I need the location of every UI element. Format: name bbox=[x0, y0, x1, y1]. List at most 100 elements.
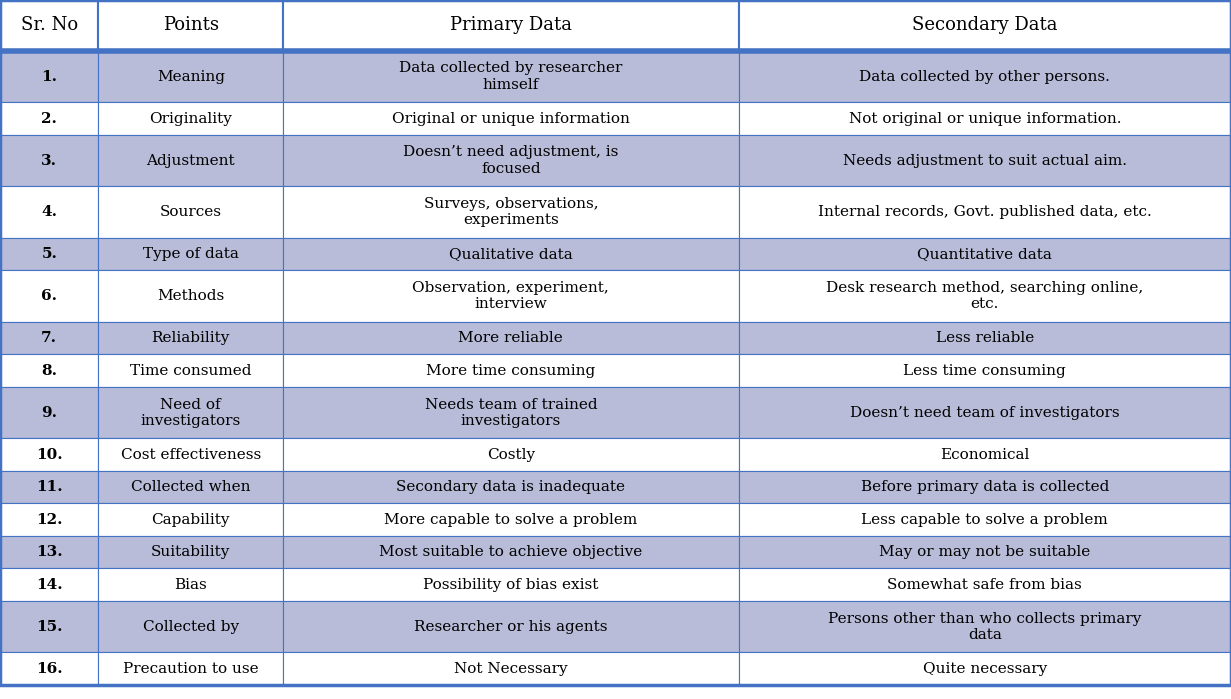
Text: Not Necessary: Not Necessary bbox=[454, 662, 567, 676]
Bar bbox=[283, 387, 739, 438]
Text: May or may not be suitable: May or may not be suitable bbox=[879, 545, 1091, 559]
Text: Less capable to solve a problem: Less capable to solve a problem bbox=[862, 512, 1108, 526]
Text: 2.: 2. bbox=[42, 112, 57, 126]
Text: Bias: Bias bbox=[175, 578, 207, 592]
Bar bbox=[739, 322, 1231, 354]
Bar bbox=[283, 536, 739, 568]
Bar bbox=[0, 102, 98, 135]
Bar bbox=[0, 438, 98, 471]
Text: More capable to solve a problem: More capable to solve a problem bbox=[384, 512, 638, 526]
Bar bbox=[283, 102, 739, 135]
Text: Less time consuming: Less time consuming bbox=[904, 363, 1066, 377]
Text: Secondary Data: Secondary Data bbox=[912, 16, 1057, 34]
Text: Reliability: Reliability bbox=[151, 331, 230, 345]
Bar bbox=[0, 322, 98, 354]
Bar bbox=[283, 354, 739, 387]
Text: Original or unique information: Original or unique information bbox=[391, 112, 630, 126]
Text: Sr. No: Sr. No bbox=[21, 16, 78, 34]
Bar bbox=[0, 271, 98, 322]
Text: Possibility of bias exist: Possibility of bias exist bbox=[423, 578, 598, 592]
Bar bbox=[739, 102, 1231, 135]
Text: Not original or unique information.: Not original or unique information. bbox=[848, 112, 1121, 126]
Bar bbox=[283, 568, 739, 601]
Bar bbox=[98, 135, 283, 187]
Text: 5.: 5. bbox=[42, 247, 57, 261]
Bar bbox=[98, 0, 283, 51]
Bar bbox=[98, 471, 283, 503]
Text: Suitability: Suitability bbox=[151, 545, 230, 559]
Bar bbox=[739, 568, 1231, 601]
Text: More reliable: More reliable bbox=[458, 331, 564, 345]
Text: 9.: 9. bbox=[42, 405, 57, 419]
Text: 6.: 6. bbox=[42, 289, 57, 303]
Bar bbox=[283, 187, 739, 238]
Bar bbox=[0, 135, 98, 187]
Bar bbox=[98, 601, 283, 652]
Text: Costly: Costly bbox=[486, 447, 535, 461]
Bar bbox=[283, 238, 739, 271]
Bar bbox=[739, 271, 1231, 322]
Text: Persons other than who collects primary
data: Persons other than who collects primary … bbox=[828, 612, 1141, 642]
Bar bbox=[0, 387, 98, 438]
Bar bbox=[0, 601, 98, 652]
Text: 3.: 3. bbox=[42, 154, 57, 168]
Text: Quite necessary: Quite necessary bbox=[923, 662, 1046, 676]
Bar bbox=[0, 51, 98, 102]
Bar bbox=[98, 387, 283, 438]
Bar bbox=[739, 238, 1231, 271]
Bar bbox=[98, 652, 283, 685]
Bar bbox=[283, 652, 739, 685]
Bar bbox=[739, 601, 1231, 652]
Bar bbox=[98, 322, 283, 354]
Text: 1.: 1. bbox=[42, 70, 57, 84]
Bar bbox=[739, 0, 1231, 51]
Bar bbox=[283, 471, 739, 503]
Bar bbox=[283, 271, 739, 322]
Bar bbox=[0, 471, 98, 503]
Text: Qualitative data: Qualitative data bbox=[449, 247, 572, 261]
Text: 12.: 12. bbox=[36, 512, 63, 526]
Bar bbox=[0, 652, 98, 685]
Text: Points: Points bbox=[162, 16, 219, 34]
Bar bbox=[98, 568, 283, 601]
Bar bbox=[739, 354, 1231, 387]
Bar bbox=[0, 568, 98, 601]
Text: Internal records, Govt. published data, etc.: Internal records, Govt. published data, … bbox=[817, 205, 1152, 219]
Text: 13.: 13. bbox=[36, 545, 63, 559]
Text: 15.: 15. bbox=[36, 620, 63, 634]
Text: Adjustment: Adjustment bbox=[146, 154, 235, 168]
Text: Originality: Originality bbox=[149, 112, 233, 126]
Bar bbox=[739, 652, 1231, 685]
Bar bbox=[98, 51, 283, 102]
Text: 14.: 14. bbox=[36, 578, 63, 592]
Bar bbox=[98, 503, 283, 536]
Bar bbox=[739, 387, 1231, 438]
Bar bbox=[0, 503, 98, 536]
Bar bbox=[283, 601, 739, 652]
Text: Before primary data is collected: Before primary data is collected bbox=[860, 480, 1109, 494]
Bar bbox=[98, 438, 283, 471]
Text: 4.: 4. bbox=[42, 205, 57, 219]
Text: Sources: Sources bbox=[160, 205, 222, 219]
Bar bbox=[0, 354, 98, 387]
Text: Doesn’t need adjustment, is
focused: Doesn’t need adjustment, is focused bbox=[404, 145, 618, 175]
Bar bbox=[283, 135, 739, 187]
Bar bbox=[98, 102, 283, 135]
Text: Surveys, observations,
experiments: Surveys, observations, experiments bbox=[423, 197, 598, 227]
Text: Doesn’t need team of investigators: Doesn’t need team of investigators bbox=[849, 405, 1120, 419]
Bar bbox=[739, 471, 1231, 503]
Text: Somewhat safe from bias: Somewhat safe from bias bbox=[888, 578, 1082, 592]
Text: Type of data: Type of data bbox=[143, 247, 239, 261]
Bar bbox=[739, 503, 1231, 536]
Text: More time consuming: More time consuming bbox=[426, 363, 596, 377]
Text: Collected by: Collected by bbox=[143, 620, 239, 634]
Text: Desk research method, searching online,
etc.: Desk research method, searching online, … bbox=[826, 281, 1144, 311]
Text: Data collected by researcher
himself: Data collected by researcher himself bbox=[399, 62, 623, 92]
Bar bbox=[283, 503, 739, 536]
Bar bbox=[98, 187, 283, 238]
Text: Data collected by other persons.: Data collected by other persons. bbox=[859, 70, 1110, 84]
Text: 8.: 8. bbox=[42, 363, 57, 377]
Text: Economical: Economical bbox=[940, 447, 1029, 461]
Text: Meaning: Meaning bbox=[156, 70, 225, 84]
Text: Needs adjustment to suit actual aim.: Needs adjustment to suit actual aim. bbox=[843, 154, 1126, 168]
